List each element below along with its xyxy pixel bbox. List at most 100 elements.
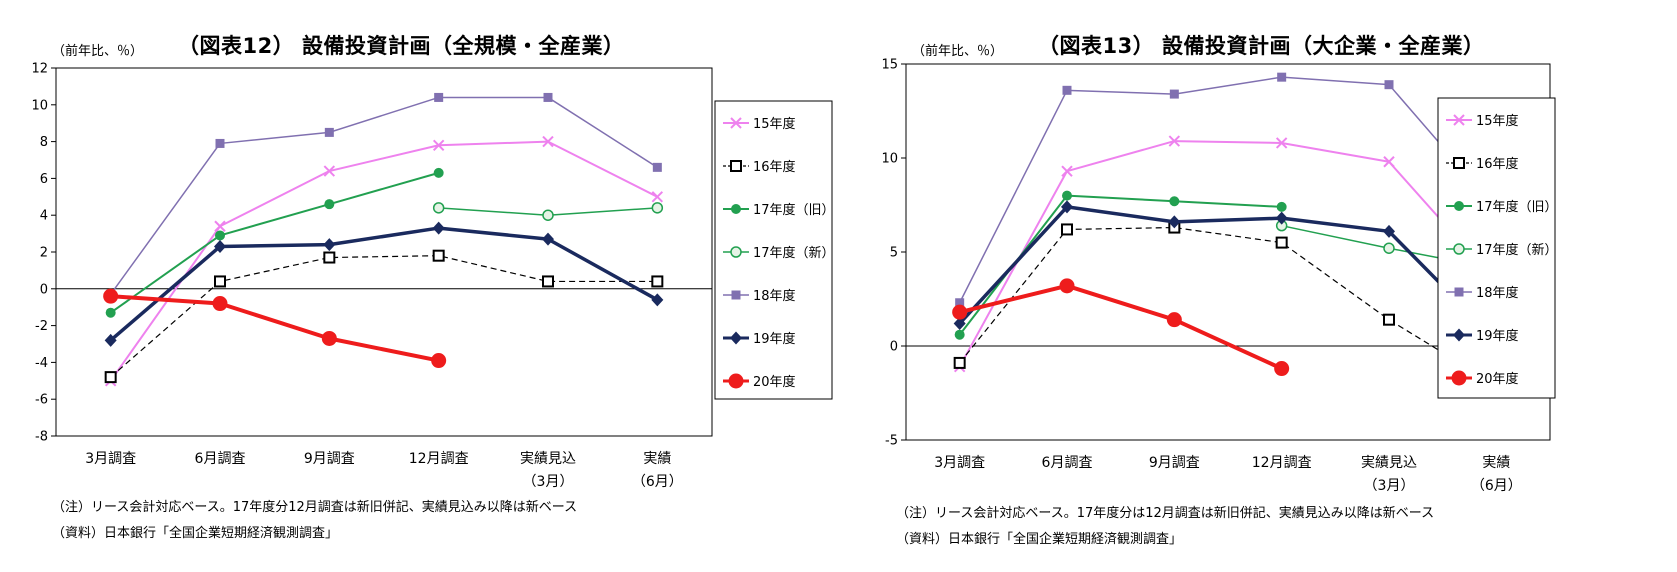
data-point xyxy=(432,139,445,151)
y-tick-label: 10 xyxy=(881,152,898,167)
data-point xyxy=(323,251,336,264)
data-point xyxy=(215,138,225,148)
y-tick-label: 0 xyxy=(890,340,898,355)
legend: 15年度 16年度 17年度（旧） 17年度（新） 18年度 19年度 20年度 xyxy=(1437,97,1558,399)
series-line xyxy=(109,226,659,342)
legend-item: 15年度 xyxy=(723,116,796,132)
data-point xyxy=(103,288,119,304)
y-tick-label: 12 xyxy=(31,62,48,77)
legend-label: 18年度 xyxy=(1476,285,1519,301)
data-point xyxy=(323,238,336,252)
data-point xyxy=(651,275,664,288)
series-line xyxy=(958,76,1497,304)
data-point xyxy=(324,199,335,210)
legend-item: 15年度 xyxy=(1446,113,1519,129)
legend-label: 17年度（新） xyxy=(753,245,835,261)
legend-swatch-marker xyxy=(730,246,742,258)
data-point xyxy=(543,92,553,102)
data-point xyxy=(214,220,226,232)
x-tick-label: 3月調査 xyxy=(85,451,136,467)
data-point xyxy=(1275,137,1288,149)
data-point xyxy=(651,191,664,203)
data-point xyxy=(323,165,336,177)
data-point xyxy=(651,293,664,307)
data-point xyxy=(1061,165,1073,177)
data-point xyxy=(104,333,117,347)
legend-label: 20年度 xyxy=(753,374,796,390)
legend-swatch-marker xyxy=(1454,201,1464,211)
y-tick-label: -2 xyxy=(35,319,48,334)
legend-swatch-marker xyxy=(731,290,741,300)
x-tick-label: 6月調査 xyxy=(195,451,246,467)
data-point xyxy=(1061,200,1073,214)
data-point xyxy=(652,162,662,172)
legend-swatch-marker xyxy=(730,331,742,345)
legend-label: 18年度 xyxy=(753,288,796,304)
data-point xyxy=(955,298,965,308)
x-tick-label: 12月調査 xyxy=(1252,455,1312,471)
series-line xyxy=(958,205,1498,342)
series-line xyxy=(109,140,658,382)
legend-label: 16年度 xyxy=(1476,156,1519,172)
data-point xyxy=(1275,211,1288,225)
legend-item: 19年度 xyxy=(1446,328,1519,344)
x-tick-label: 9月調査 xyxy=(1149,455,1200,471)
data-point xyxy=(215,230,225,241)
data-point xyxy=(432,221,445,235)
legend-label: 15年度 xyxy=(1476,113,1519,129)
series-s17new xyxy=(432,202,664,221)
data-point xyxy=(1383,313,1395,326)
legend-item: 17年度（新） xyxy=(1446,242,1558,258)
legend-swatch-marker xyxy=(1453,157,1465,169)
series-s16 xyxy=(104,249,664,384)
data-point xyxy=(1275,236,1288,249)
data-point xyxy=(1169,196,1180,207)
chart-panel-12: （図表12） 設備投資計画（全規模・全産業） （前年比、％） 12 10 8 6 4 2 0… xyxy=(31,34,835,541)
legend-label: 16年度 xyxy=(753,159,796,175)
data-point xyxy=(1062,190,1072,201)
legend-item: 17年度（旧） xyxy=(1446,199,1558,215)
y-tick-label: 6 xyxy=(40,172,48,187)
chart-note: （注）リース会計対応ベース。17年度分12月調査は新旧併記、実績見込み以降は新ベ… xyxy=(52,500,578,515)
data-point xyxy=(1168,215,1181,229)
series-line xyxy=(959,283,1283,371)
series-line xyxy=(110,96,658,295)
y-tick-label: -4 xyxy=(35,356,48,371)
legend-swatch-marker xyxy=(730,117,742,129)
series-s19 xyxy=(953,200,1503,347)
legend-swatch-marker xyxy=(1454,287,1464,297)
data-point xyxy=(214,275,226,288)
series-line xyxy=(959,226,1497,386)
legend-item: 19年度 xyxy=(723,331,796,347)
x-tick-label: 3月調査 xyxy=(934,455,985,471)
y-tick-label: -6 xyxy=(35,393,48,408)
series-s20 xyxy=(952,278,1290,377)
legend-item: 17年度（旧） xyxy=(723,202,835,218)
y-tick-label: 5 xyxy=(890,246,898,261)
data-point xyxy=(434,92,444,102)
y-tick-label: -5 xyxy=(885,434,898,449)
data-point xyxy=(651,202,664,214)
x-tick-sublabel: （3月） xyxy=(523,474,574,490)
series-line xyxy=(110,294,440,363)
line-chart: 12 10 8 6 4 2 0 -2 -4 -6 -8 3月調査 6月調査 9月調査 12月調査 実績見込 （3… xyxy=(31,62,835,491)
legend-label: 15年度 xyxy=(753,116,796,132)
legend-box xyxy=(714,100,833,400)
data-point xyxy=(432,202,445,214)
y-tick-label: -8 xyxy=(35,430,48,445)
legend-swatch-marker xyxy=(1453,243,1465,255)
data-point xyxy=(952,304,968,320)
data-point xyxy=(1169,89,1179,99)
chart-note: （注）リース会計対応ベース。17年度分は12月調査は新旧併記、実績見込み以降は新… xyxy=(896,506,1435,521)
data-point xyxy=(954,329,965,340)
series-s20 xyxy=(103,288,447,369)
chart-title: （図表12） 設備投資計画（全規模・全産業） xyxy=(178,34,625,58)
y-axis-unit-label: （前年比、％） xyxy=(52,44,144,59)
x-tick-label: 6月調査 xyxy=(1042,455,1093,471)
data-point xyxy=(1276,201,1287,212)
legend-item: 18年度 xyxy=(723,288,796,304)
legend-swatch-marker xyxy=(731,204,741,214)
legend-item: 17年度（新） xyxy=(723,245,835,261)
x-tick-label: 実績見込 xyxy=(520,451,576,467)
series-line xyxy=(958,140,1498,368)
